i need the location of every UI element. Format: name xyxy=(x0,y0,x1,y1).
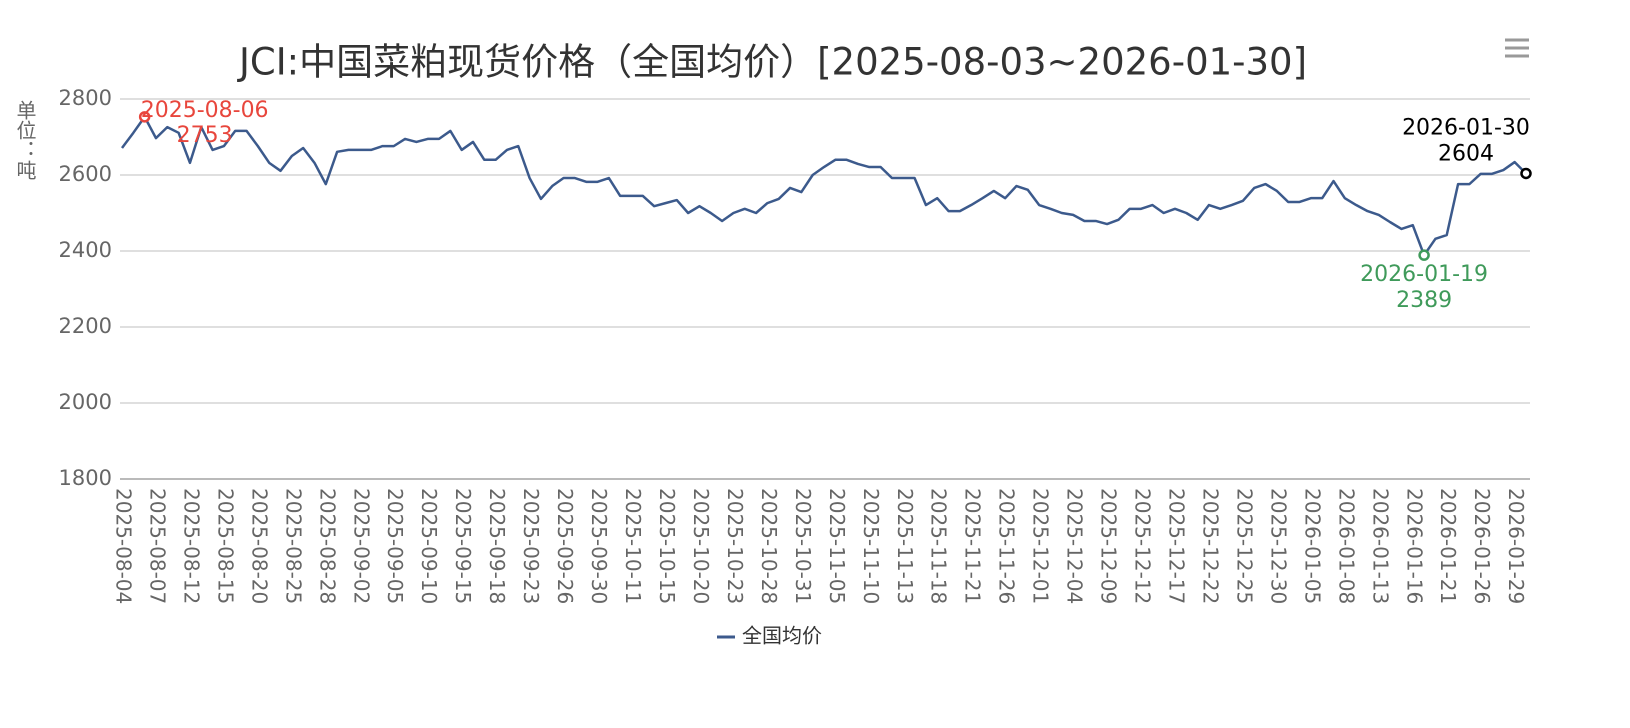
y-axis-label: 单位：吨 xyxy=(13,100,37,180)
x-tick-label: 2025-10-31 xyxy=(791,488,815,604)
annotation-value: 2753 xyxy=(177,123,233,148)
x-tick-label: 2025-08-07 xyxy=(145,488,169,604)
x-tick-label: 2025-10-15 xyxy=(655,488,679,604)
annotation-date: 2025-08-06 xyxy=(141,98,269,123)
x-tick-label: 2026-01-21 xyxy=(1436,488,1460,604)
x-tick-label: 2026-01-13 xyxy=(1368,488,1392,604)
data-line xyxy=(120,115,1527,257)
x-tick-label: 2025-11-13 xyxy=(893,488,917,604)
x-tick-label: 2025-12-04 xyxy=(1063,488,1087,604)
x-tick-label: 2025-10-20 xyxy=(689,488,713,604)
x-tick-label: 2026-01-05 xyxy=(1300,488,1324,604)
x-tick-label: 2025-11-05 xyxy=(825,488,849,604)
x-tick-label: 2025-12-30 xyxy=(1266,488,1290,604)
x-tick-label: 2025-11-10 xyxy=(859,488,883,604)
x-tick-label: 2025-09-02 xyxy=(349,488,373,604)
legend-label: 全国均价 xyxy=(742,624,822,648)
x-tick-label: 2025-10-28 xyxy=(757,488,781,604)
x-tick-label: 2026-01-29 xyxy=(1504,488,1528,604)
x-tick-label: 2025-08-04 xyxy=(112,488,136,604)
x-tick-label: 2025-09-05 xyxy=(383,488,407,604)
x-tick-label: 2025-09-10 xyxy=(417,488,441,604)
annotation-date: 2026-01-30 xyxy=(1402,115,1530,140)
x-tick-label: 2025-12-12 xyxy=(1131,488,1155,604)
y-tick-label: 1800 xyxy=(59,466,112,490)
x-tick-label: 2025-10-11 xyxy=(621,488,645,604)
x-tick-label: 2025-12-17 xyxy=(1165,488,1189,604)
x-tick-label: 2025-12-22 xyxy=(1198,488,1222,604)
x-tick-label: 2025-10-23 xyxy=(723,488,747,604)
x-tick-label: 2026-01-16 xyxy=(1402,488,1426,604)
annotation-marker xyxy=(1418,249,1430,261)
x-tick-label: 2025-09-23 xyxy=(519,488,543,604)
x-tick-label: 2025-11-18 xyxy=(927,488,951,604)
annotation-marker xyxy=(1520,167,1532,180)
x-tick-label: 2025-12-01 xyxy=(1029,488,1053,604)
x-tick-label: 2026-01-08 xyxy=(1334,488,1358,604)
annotation-value: 2389 xyxy=(1396,288,1452,313)
x-tick-label: 2025-11-26 xyxy=(995,488,1019,604)
x-tick-label: 2026-01-26 xyxy=(1470,488,1494,604)
menu-icon[interactable] xyxy=(1505,38,1529,58)
x-tick-label: 2025-11-21 xyxy=(961,488,985,604)
x-tick-label: 2025-08-12 xyxy=(179,488,203,604)
annotation-value: 2604 xyxy=(1438,141,1494,166)
y-tick-label: 2400 xyxy=(59,238,112,262)
x-tick-label: 2025-09-15 xyxy=(451,488,475,604)
x-tick-label: 2025-08-28 xyxy=(315,488,339,604)
x-tick-label: 2025-09-30 xyxy=(587,488,611,604)
x-tick-label: 2025-12-09 xyxy=(1097,488,1121,604)
x-tick-label: 2025-09-26 xyxy=(553,488,577,604)
chart-title: JCI:中国菜粕现货价格（全国均价）[2025-08-03~2026-01-30… xyxy=(237,41,1307,84)
x-tick-label: 2025-09-18 xyxy=(485,488,509,604)
x-tick-label: 2025-08-15 xyxy=(213,488,237,604)
annotation-marker xyxy=(138,111,151,123)
x-tick-label: 2025-12-25 xyxy=(1232,488,1256,604)
y-tick-label: 2800 xyxy=(59,86,112,110)
annotation-date: 2026-01-19 xyxy=(1360,262,1488,287)
y-tick-label: 2600 xyxy=(59,162,112,186)
y-tick-label: 2000 xyxy=(59,390,112,414)
x-tick-label: 2025-08-25 xyxy=(281,488,305,604)
x-tick-label: 2025-08-20 xyxy=(247,488,271,604)
y-tick-label: 2200 xyxy=(59,314,112,338)
